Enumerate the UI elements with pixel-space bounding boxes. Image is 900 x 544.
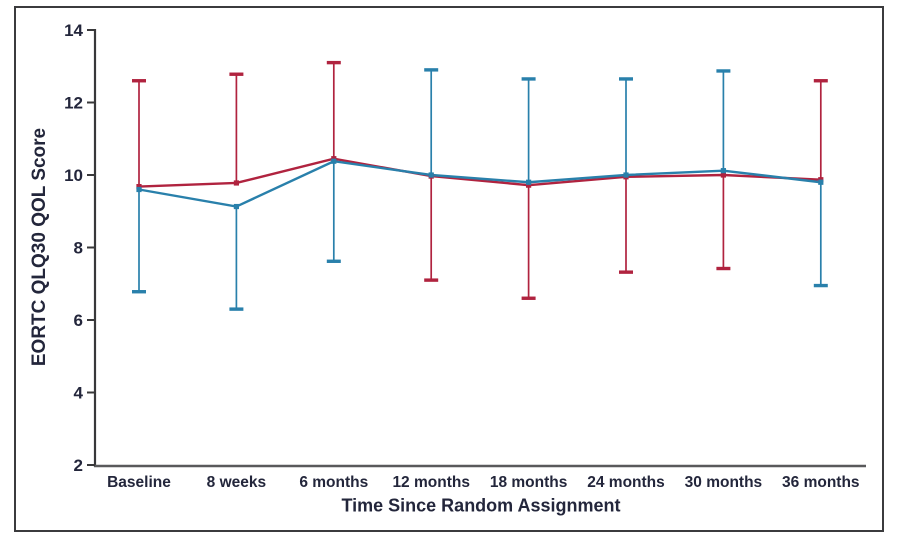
y-tick-label: 10 [64,166,83,185]
data-point-red-arm [720,172,726,178]
data-point-blue-arm [136,186,142,193]
x-tick-label: 12 months [392,474,470,491]
y-tick-label: 14 [64,21,83,40]
y-tick-label: 2 [74,456,83,475]
data-point-blue-arm [233,203,239,210]
data-point-red-arm [136,184,142,190]
figure-border [14,6,884,532]
data-point-blue-arm [526,179,532,185]
x-tick-label: 18 months [490,474,568,491]
data-point-blue-arm [428,172,434,178]
y-axis-title: EORTC QLQ30 QOL Score [29,127,50,367]
data-point-blue-arm [720,168,726,174]
data-point-red-arm [233,180,239,186]
y-tick-label: 8 [74,239,83,258]
data-point-blue-arm [623,172,629,178]
data-point-blue-arm [331,158,337,164]
y-tick-label: 12 [64,94,83,113]
x-axis-title: Time Since Random Assignment [341,495,621,516]
data-point-blue-arm [818,179,824,185]
x-tick-label: Baseline [107,474,171,491]
x-tick-label: 6 months [299,474,368,491]
y-tick-label: 4 [74,384,84,403]
x-tick-label: 24 months [587,474,665,491]
data-point-red-arm [526,182,532,188]
y-tick-label: 6 [74,311,83,330]
series-line-blue-arm [138,159,821,208]
x-tick-label: 8 weeks [207,474,266,491]
x-tick-label: 30 months [685,474,763,491]
series-line-red-arm [138,157,821,188]
x-tick-label: 36 months [782,474,860,491]
